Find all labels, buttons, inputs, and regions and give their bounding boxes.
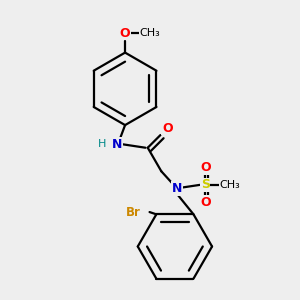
Text: CH₃: CH₃: [220, 180, 241, 190]
Text: N: N: [172, 182, 182, 195]
Text: O: O: [200, 161, 211, 174]
Text: O: O: [162, 122, 172, 135]
Text: CH₃: CH₃: [140, 28, 160, 38]
Text: Br: Br: [126, 206, 141, 219]
Text: O: O: [200, 196, 211, 208]
Text: O: O: [120, 27, 130, 40]
Text: H: H: [98, 139, 106, 149]
Text: S: S: [201, 178, 210, 191]
Text: N: N: [112, 138, 123, 151]
